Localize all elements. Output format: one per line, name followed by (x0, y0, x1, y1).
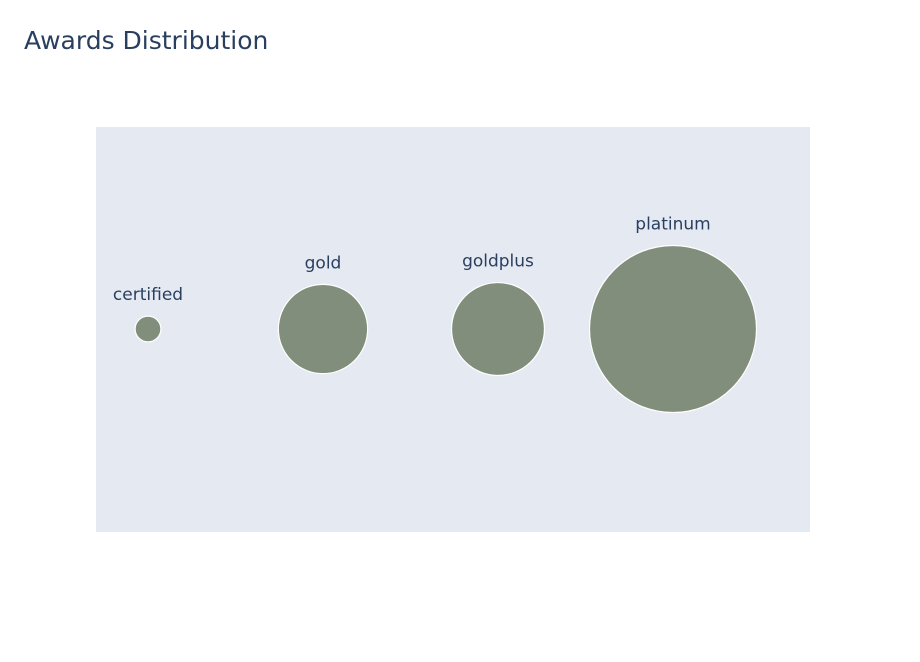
bubble-goldplus (452, 283, 545, 376)
bubble-platinum (590, 246, 757, 413)
bubble-label-gold: gold (305, 253, 342, 273)
bubble-gold (278, 284, 367, 373)
bubble-label-goldplus: goldplus (462, 252, 534, 272)
bubble-label-certified: certified (113, 285, 183, 305)
bubble-label-platinum: platinum (635, 215, 710, 235)
bubble-certified (135, 316, 161, 342)
